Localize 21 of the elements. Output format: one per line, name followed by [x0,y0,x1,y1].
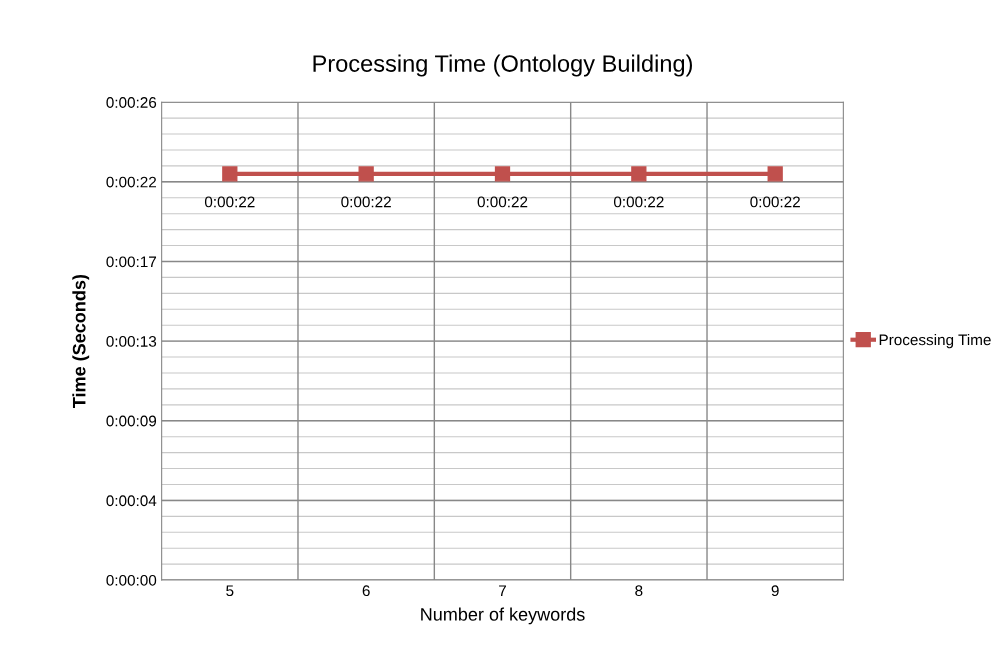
x-tick-label: 6 [362,585,370,597]
x-tick-label: 5 [226,585,234,597]
x-tick-label: 8 [635,585,643,597]
data-label: 0:00:22 [613,196,664,208]
data-label: 0:00:22 [750,196,800,208]
y-tick-label: 0:00:09 [106,415,157,427]
y-tick-label: 0:00:13 [106,335,157,347]
y-tick-label: 0:00:00 [106,574,157,586]
data-label: 0:00:22 [204,196,255,208]
data-label: 0:00:22 [341,196,391,208]
x-tick-label: 7 [499,585,506,596]
x-axis-title: Number of keywords [421,607,585,625]
y-axis-title: Time (Seconds) [72,274,90,408]
chart-title: Processing Time (Ontology Building) [313,54,692,77]
y-tick-label: 0:00:17 [106,256,157,268]
data-label: 0:00:22 [477,196,528,208]
x-tick-label: 9 [771,585,779,597]
y-tick-label: 0:00:04 [106,495,157,507]
y-tick-label: 0:00:22 [106,176,157,188]
legend-label: Processing Time [879,334,991,349]
y-tick-label: 0:00:26 [106,97,157,108]
